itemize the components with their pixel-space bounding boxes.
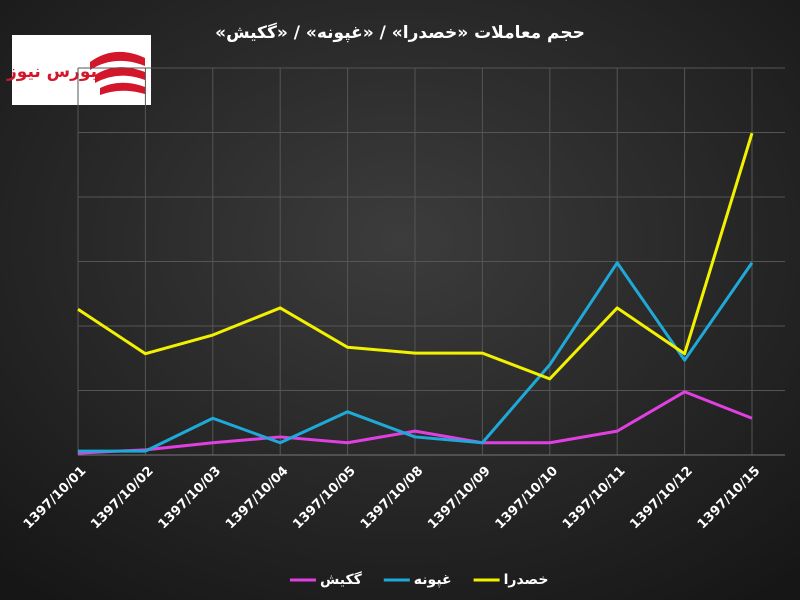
logo-icon [90, 51, 145, 95]
chart-title: حجم معاملات «خصدرا» / «غپونه» / «گکیش» [215, 22, 585, 43]
legend-label: گکیش [320, 571, 363, 588]
legend-label: غپونه [414, 572, 452, 588]
series-line [77, 132, 754, 381]
logo-text: بورس نیوز [6, 62, 97, 82]
legend: گکیش غپونه خصدرا [290, 571, 548, 588]
series-line [77, 390, 753, 455]
series-line [78, 261, 754, 453]
logo: بورس نیوز [6, 35, 151, 105]
legend-label: خصدرا [504, 572, 549, 588]
